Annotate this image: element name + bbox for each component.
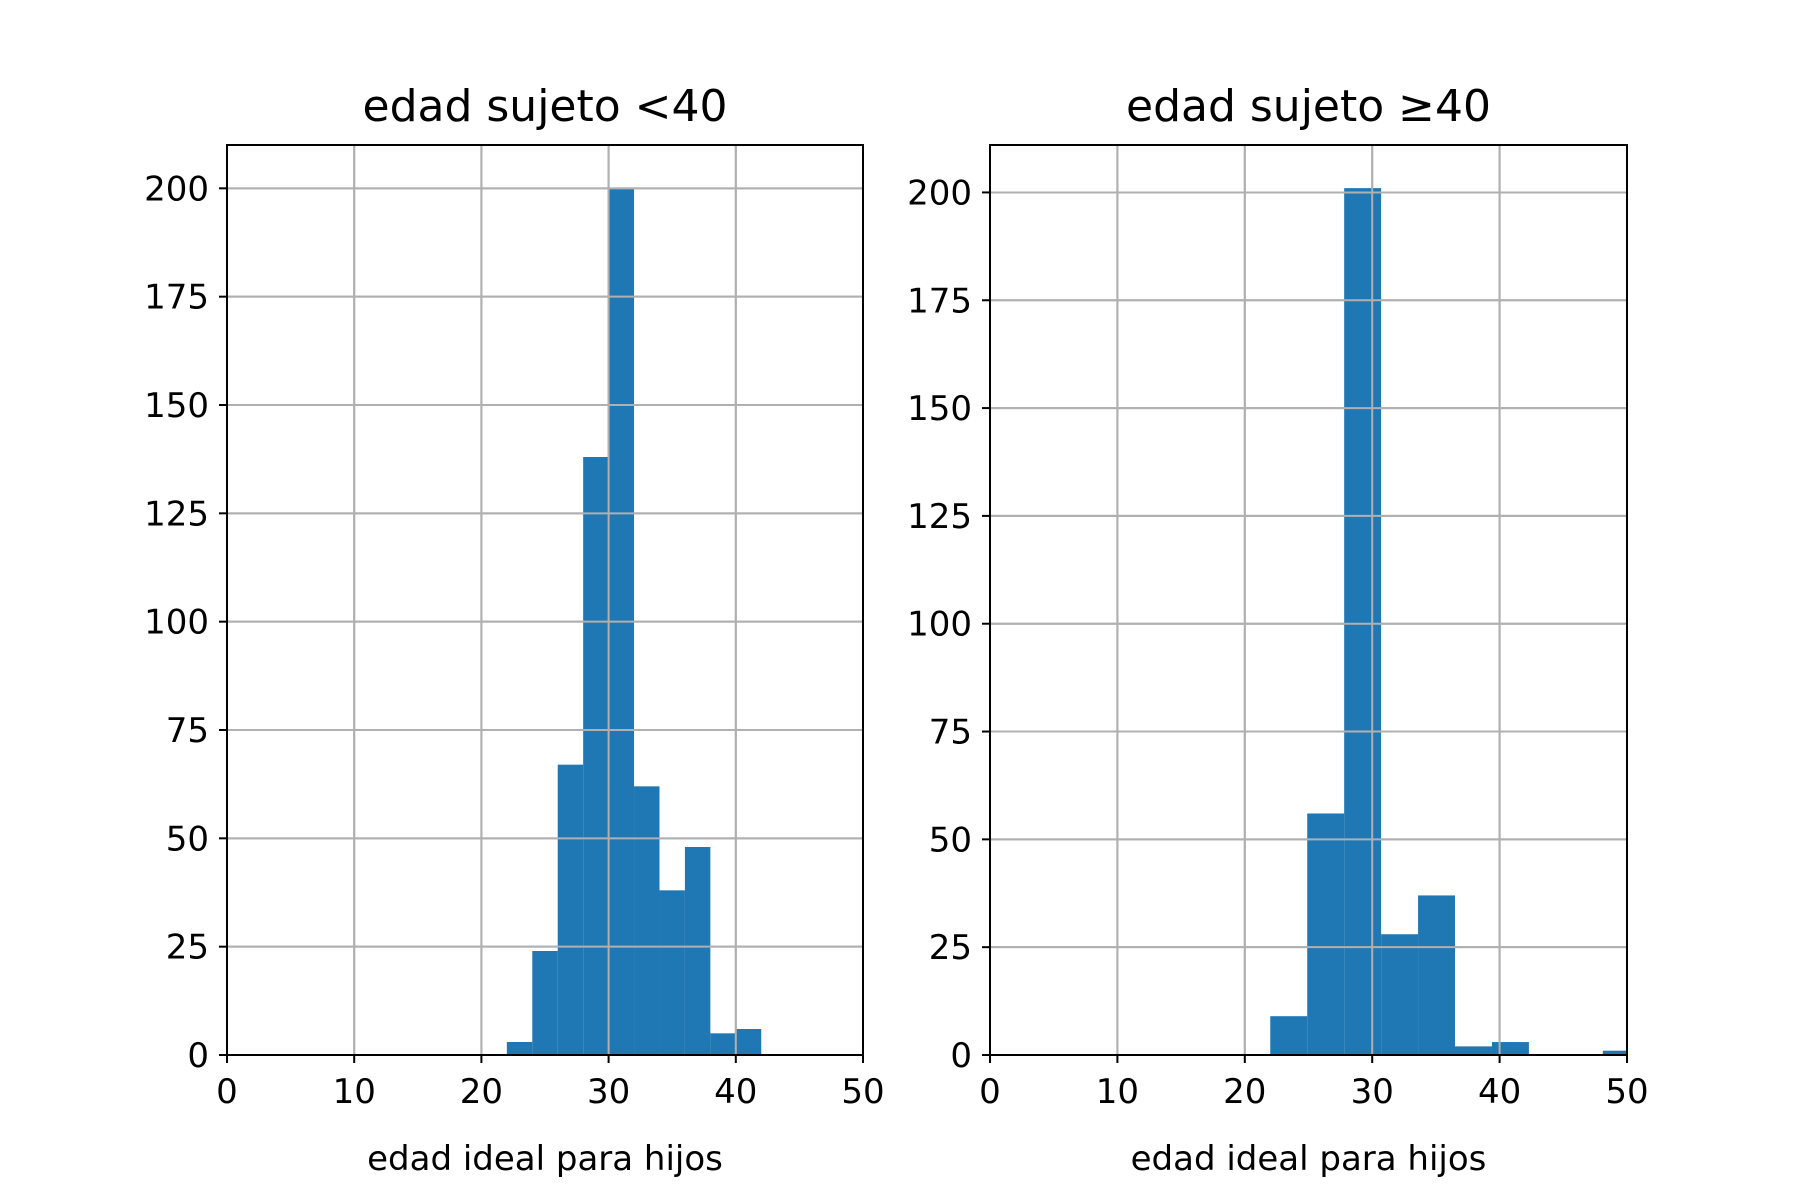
histogram-bar: [1344, 188, 1382, 1056]
histogram-bar: [735, 1029, 762, 1055]
y-tick-label: 25: [929, 928, 972, 968]
x-tick-label: 30: [1351, 1072, 1394, 1112]
y-tick-label: 175: [907, 281, 972, 321]
histogram-bar: [1602, 1050, 1627, 1055]
x-tick-label: 20: [460, 1072, 503, 1112]
chart-title: edad sujeto ≥40: [1126, 81, 1491, 132]
histogram-bar: [659, 890, 685, 1055]
chart-title: edad sujeto <40: [363, 81, 728, 132]
y-tick-label: 100: [907, 605, 972, 645]
y-tick-label: 50: [166, 819, 209, 859]
histogram-panel-40-plus: 0 10 20 30 40 50 0 25 50 75 100 125 150 175 200 edad su…: [907, 81, 1649, 1179]
y-tick-label: 200: [907, 173, 972, 213]
histogram-bar: [1455, 1046, 1492, 1055]
x-tick-label: 0: [216, 1072, 238, 1112]
histogram-bar: [1418, 895, 1456, 1055]
x-tick-label: 10: [333, 1072, 376, 1112]
x-tick-label: 10: [1096, 1072, 1139, 1112]
y-tick-label: 150: [907, 389, 972, 429]
y-tick-label: 75: [166, 711, 209, 751]
axes-frame: [226, 144, 864, 1056]
x-tick-label: 30: [587, 1072, 630, 1112]
histogram-bar: [532, 951, 558, 1055]
y-tick-label: 175: [144, 278, 209, 318]
x-axis-label: edad ideal para hijos: [367, 1139, 723, 1179]
x-tick-label: 40: [1478, 1072, 1521, 1112]
histogram-bar: [506, 1042, 533, 1055]
x-tick-label: 50: [841, 1072, 884, 1112]
histogram-bar: [684, 847, 711, 1055]
y-tick-label: 25: [166, 928, 209, 968]
histogram-bar: [583, 457, 609, 1055]
histogram-bar: [1270, 1016, 1308, 1055]
x-tick-label: 50: [1605, 1072, 1648, 1112]
histogram-bar: [1381, 934, 1419, 1055]
y-tick-label: 0: [187, 1036, 209, 1076]
y-tick-label: 75: [929, 713, 972, 753]
x-tick-label: 20: [1223, 1072, 1266, 1112]
histogram-bar: [1491, 1042, 1529, 1055]
x-axis-label: edad ideal para hijos: [1131, 1139, 1487, 1179]
axes-frame: [989, 144, 1628, 1056]
y-tick-label: 0: [950, 1036, 972, 1076]
x-tick-label: 0: [979, 1072, 1001, 1112]
histogram-bar: [1307, 813, 1345, 1055]
histogram-panel-under-40: 0 10 20 30 40 50 0 25 50 75 100 125 150 175 200 edad su…: [144, 81, 885, 1179]
histogram-bar: [634, 786, 660, 1055]
y-tick-label: 125: [907, 497, 972, 537]
y-tick-label: 150: [144, 386, 209, 426]
y-tick-label: 125: [144, 494, 209, 534]
histogram-bar: [710, 1033, 736, 1055]
y-tick-label: 100: [144, 603, 209, 643]
histogram-bar: [557, 764, 584, 1055]
y-tick-label: 200: [144, 169, 209, 209]
y-tick-label: 50: [929, 820, 972, 860]
x-tick-label: 40: [714, 1072, 757, 1112]
